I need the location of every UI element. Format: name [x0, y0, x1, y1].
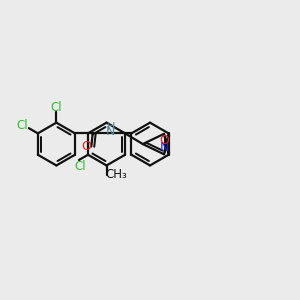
Text: N: N	[106, 125, 116, 138]
Text: Cl: Cl	[51, 101, 62, 114]
Text: CH₃: CH₃	[105, 168, 127, 181]
Text: N: N	[160, 141, 169, 154]
Text: Cl: Cl	[16, 119, 28, 132]
Text: O: O	[81, 140, 91, 153]
Text: O: O	[160, 134, 170, 147]
Text: Cl: Cl	[74, 160, 86, 173]
Text: H: H	[107, 122, 115, 132]
